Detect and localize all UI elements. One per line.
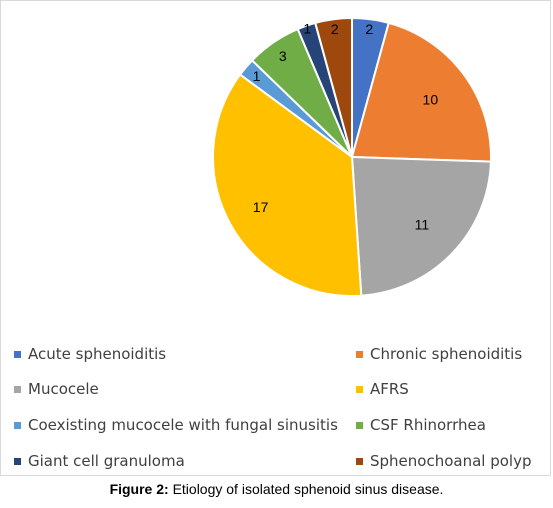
pie-slice-afrs <box>212 73 363 297</box>
data-label-acute-sphenoiditis: 2 <box>365 21 373 37</box>
data-label-chronic-sphenoiditis: 10 <box>423 91 439 107</box>
legend-label-giant-cell-granuloma: Giant cell granuloma <box>28 452 185 470</box>
legend-swatch-sphenochoanal-polyp <box>356 457 363 465</box>
data-label-mucocele: 11 <box>415 217 430 233</box>
legend-swatch-mucocele <box>14 385 21 393</box>
legend-swatch-giant-cell-granuloma <box>14 457 21 465</box>
pie-slice-sphenochoanal-polyp <box>314 17 353 158</box>
legend-item-coexisting-mucocele: Coexisting mucocele with fungal sinusiti… <box>14 416 338 434</box>
chart-area: 2 10 11 17 1 3 1 2 Acute sphenoiditis Chronic sp… <box>0 0 551 476</box>
legend-swatch-afrs <box>356 385 363 393</box>
legend-swatch-chronic-sphenoiditis <box>356 350 363 358</box>
legend-item-acute-sphenoiditis: Acute sphenoiditis <box>14 345 166 363</box>
legend-swatch-acute-sphenoiditis <box>14 350 21 358</box>
data-label-coexisting-mucocele: 1 <box>253 68 261 84</box>
legend-item-mucocele: Mucocele <box>14 380 99 398</box>
legend-item-chronic-sphenoiditis: Chronic sphenoiditis <box>356 345 522 363</box>
legend-label-sphenochoanal-polyp: Sphenochoanal polyp <box>370 452 532 470</box>
legend-swatch-csf-rhinorrhea <box>356 421 363 429</box>
legend-item-sphenochoanal-polyp: Sphenochoanal polyp <box>356 452 531 470</box>
data-label-afrs: 17 <box>253 199 269 215</box>
pie-slice-mucocele <box>351 156 492 297</box>
caption-text: Etiology of isolated sphenoid sinus dise… <box>168 481 444 497</box>
pie-slice-chronic-sphenoiditis <box>351 21 492 163</box>
legend-label-afrs: AFRS <box>370 380 409 398</box>
figure-caption: Figure 2: Etiology of isolated sphenoid … <box>0 481 553 497</box>
legend-label-coexisting-mucocele: Coexisting mucocele with fungal sinusiti… <box>28 416 338 434</box>
caption-label: Figure 2: <box>109 481 169 497</box>
data-label-csf-rhinorrhea: 3 <box>279 48 287 64</box>
legend-item-giant-cell-granuloma: Giant cell granuloma <box>14 452 185 470</box>
legend-label-chronic-sphenoiditis: Chronic sphenoiditis <box>370 345 523 363</box>
legend-label-csf-rhinorrhea: CSF Rhinorrhea <box>370 416 486 434</box>
legend-item-afrs: AFRS <box>356 380 409 398</box>
legend-label-acute-sphenoiditis: Acute sphenoiditis <box>28 345 167 363</box>
data-label-sphenochoanal-polyp: 2 <box>331 21 339 37</box>
legend-item-csf-rhinorrhea: CSF Rhinorrhea <box>356 416 486 434</box>
legend-swatch-coexisting-mucocele <box>14 421 21 429</box>
legend-label-mucocele: Mucocele <box>28 380 99 398</box>
data-label-giant-cell-granuloma: 1 <box>303 20 311 36</box>
